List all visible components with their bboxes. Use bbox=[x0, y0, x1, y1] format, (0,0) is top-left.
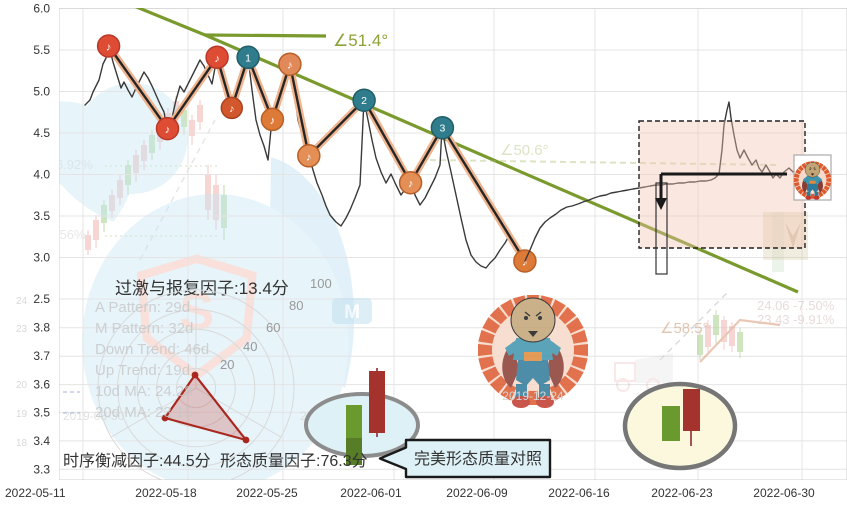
svg-text:2.5: 2.5 bbox=[33, 292, 50, 306]
svg-text:40: 40 bbox=[243, 339, 257, 354]
svg-text:6.0: 6.0 bbox=[33, 2, 50, 16]
svg-text:3.4: 3.4 bbox=[33, 434, 50, 448]
svg-text:23: 23 bbox=[16, 324, 28, 335]
svg-text:2022-06-09: 2022-06-09 bbox=[446, 486, 508, 500]
svg-text:2019-12-24: 2019-12-24 bbox=[502, 389, 564, 403]
svg-text:♪: ♪ bbox=[306, 151, 312, 163]
svg-text:3: 3 bbox=[439, 123, 445, 135]
svg-text:5.0: 5.0 bbox=[33, 85, 50, 99]
svg-text:♪: ♪ bbox=[229, 103, 234, 115]
svg-text:∠51.4°: ∠51.4° bbox=[333, 31, 388, 50]
svg-text:♪: ♪ bbox=[106, 42, 112, 54]
svg-text:4.0: 4.0 bbox=[33, 168, 50, 182]
svg-text:2022-06-30: 2022-06-30 bbox=[753, 486, 815, 500]
svg-text:19: 19 bbox=[16, 409, 28, 420]
svg-text:♪: ♪ bbox=[214, 53, 220, 65]
svg-text:3.7: 3.7 bbox=[33, 349, 50, 363]
svg-text:♪: ♪ bbox=[270, 115, 276, 127]
svg-text:2022-06-01: 2022-06-01 bbox=[340, 486, 402, 500]
svg-text:2022-06-23: 2022-06-23 bbox=[651, 486, 713, 500]
svg-text:10d MA: 24.28: 10d MA: 24.28 bbox=[95, 383, 193, 400]
svg-text:18: 18 bbox=[16, 438, 28, 449]
svg-text:♪: ♪ bbox=[165, 124, 171, 136]
svg-text:2: 2 bbox=[361, 95, 367, 107]
svg-text:24.06 -7.50%: 24.06 -7.50% bbox=[757, 298, 835, 313]
svg-text:♪: ♪ bbox=[287, 60, 293, 72]
svg-text:♪: ♪ bbox=[408, 178, 414, 190]
svg-text:5.5: 5.5 bbox=[33, 43, 50, 57]
svg-text:Up Trend: 19d: Up Trend: 19d bbox=[95, 362, 190, 379]
svg-text:3.8: 3.8 bbox=[33, 321, 50, 335]
svg-text:80: 80 bbox=[289, 298, 303, 313]
svg-text:∠58.5°: ∠58.5° bbox=[660, 320, 709, 337]
svg-text:完美形态质量对照: 完美形态质量对照 bbox=[414, 450, 542, 468]
svg-text:时序衡减因子:44.5分: 时序衡减因子:44.5分 bbox=[63, 452, 211, 470]
svg-text:3.0: 3.0 bbox=[33, 251, 50, 265]
svg-text:3.5: 3.5 bbox=[33, 209, 50, 223]
svg-text:2022-05-18: 2022-05-18 bbox=[135, 486, 197, 500]
svg-text:20d MA: 23.15: 20d MA: 23.15 bbox=[95, 404, 193, 421]
svg-text:A Pattern: 29d: A Pattern: 29d bbox=[95, 299, 190, 316]
svg-text:形态质量因子:76.3分: 形态质量因子:76.3分 bbox=[220, 452, 368, 470]
svg-text:M Pattern: 32d: M Pattern: 32d bbox=[95, 320, 193, 337]
svg-text:∠50.6°: ∠50.6° bbox=[500, 142, 549, 159]
svg-text:M: M bbox=[344, 302, 360, 323]
svg-text:4.5: 4.5 bbox=[33, 126, 50, 140]
svg-text:2022-05-25: 2022-05-25 bbox=[236, 486, 298, 500]
svg-text:20: 20 bbox=[16, 380, 28, 391]
svg-text:60: 60 bbox=[266, 320, 280, 335]
svg-text:3.3: 3.3 bbox=[33, 462, 50, 476]
svg-text:24: 24 bbox=[16, 296, 28, 307]
svg-text:过激与报复因子:13.4分: 过激与报复因子:13.4分 bbox=[115, 279, 289, 298]
svg-text:3.5: 3.5 bbox=[33, 405, 50, 419]
svg-text:3.6: 3.6 bbox=[33, 378, 50, 392]
svg-text:2022-06-16: 2022-06-16 bbox=[548, 486, 610, 500]
svg-text:2022-05-11: 2022-05-11 bbox=[5, 486, 66, 500]
svg-text:100: 100 bbox=[310, 276, 332, 291]
svg-text:1: 1 bbox=[245, 52, 251, 64]
svg-text:Down Trend: 46d: Down Trend: 46d bbox=[95, 341, 209, 358]
svg-text:20: 20 bbox=[220, 357, 234, 372]
svg-text:23.43 -9.91%: 23.43 -9.91% bbox=[757, 312, 835, 327]
